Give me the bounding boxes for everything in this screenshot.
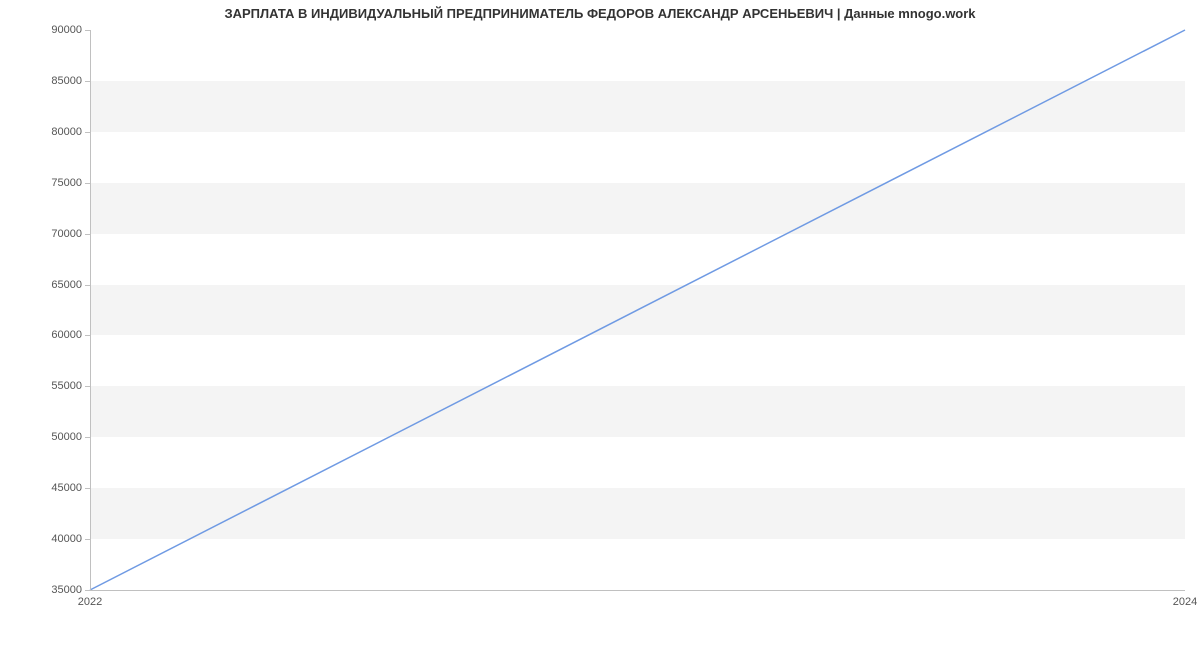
x-axis-line <box>90 590 1185 591</box>
plot-area: 3500040000450005000055000600006500070000… <box>90 30 1185 590</box>
series-line <box>90 30 1185 590</box>
salary-line-chart: ЗАРПЛАТА В ИНДИВИДУАЛЬНЫЙ ПРЕДПРИНИМАТЕЛ… <box>0 0 1200 650</box>
chart-title: ЗАРПЛАТА В ИНДИВИДУАЛЬНЫЙ ПРЕДПРИНИМАТЕЛ… <box>0 6 1200 21</box>
y-axis-line <box>90 30 91 590</box>
x-tick-label: 2024 <box>1173 590 1197 608</box>
x-tick-label: 2022 <box>78 590 102 608</box>
